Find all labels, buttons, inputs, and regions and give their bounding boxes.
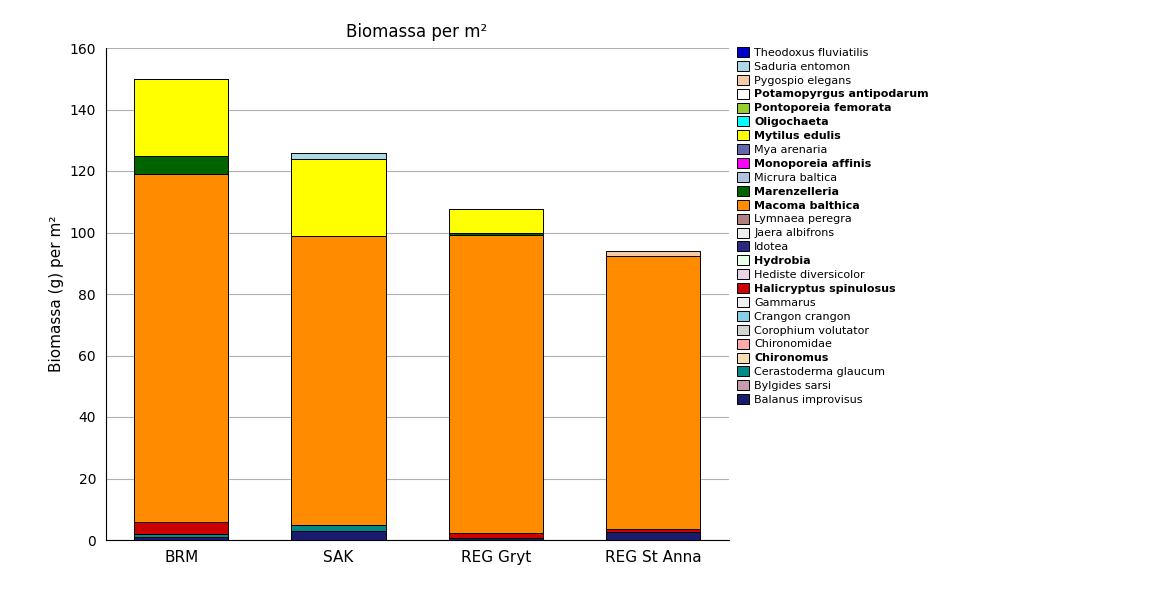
Bar xyxy=(291,158,385,236)
Bar xyxy=(291,524,385,531)
Bar xyxy=(291,531,385,540)
Title: Biomassa per m²: Biomassa per m² xyxy=(347,23,488,41)
Bar xyxy=(449,209,543,233)
Bar xyxy=(134,155,228,174)
Bar xyxy=(449,233,543,235)
Bar xyxy=(134,534,228,537)
Bar xyxy=(134,79,228,155)
Bar xyxy=(291,236,385,524)
Bar xyxy=(606,529,700,532)
Bar xyxy=(449,538,543,540)
Bar xyxy=(291,152,385,158)
Bar xyxy=(606,251,700,256)
Bar xyxy=(606,532,700,540)
Bar xyxy=(606,256,700,529)
Bar xyxy=(134,537,228,540)
Legend: Theodoxus fluviatilis, Saduria entomon, Pygospio elegans, Potamopyrgus antipodar: Theodoxus fluviatilis, Saduria entomon, … xyxy=(734,44,932,409)
Bar xyxy=(134,174,228,521)
Bar xyxy=(449,235,543,533)
Bar xyxy=(134,521,228,534)
Y-axis label: Biomassa (g) per m²: Biomassa (g) per m² xyxy=(49,216,63,372)
Bar xyxy=(449,533,543,538)
